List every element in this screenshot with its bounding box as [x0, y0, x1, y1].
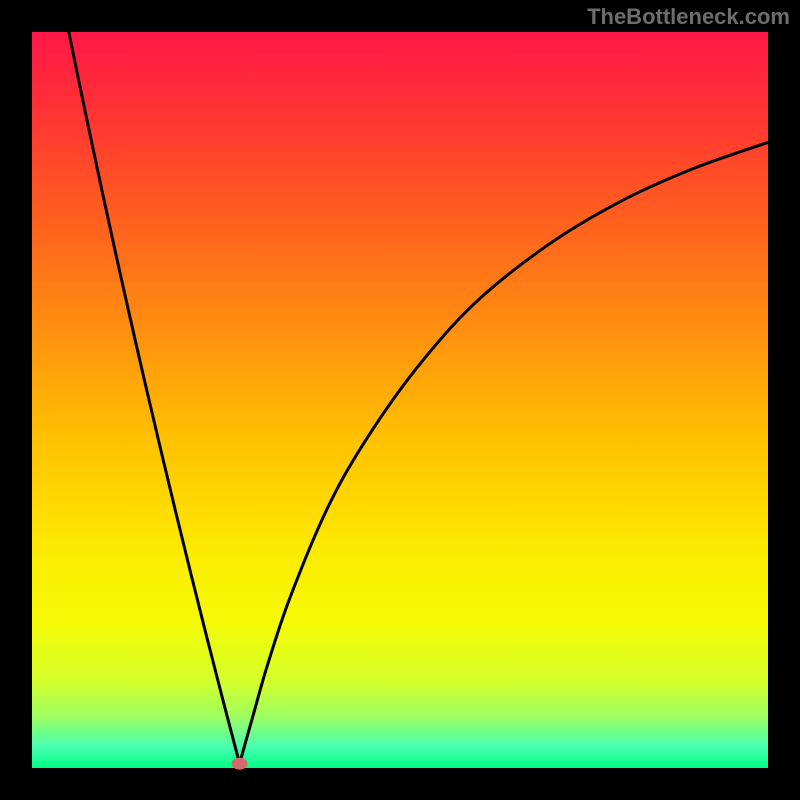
plot-background-gradient	[32, 32, 768, 768]
watermark-text: TheBottleneck.com	[587, 4, 790, 30]
bottleneck-chart	[0, 0, 800, 800]
chart-container: TheBottleneck.com	[0, 0, 800, 800]
vertex-marker	[232, 758, 248, 770]
